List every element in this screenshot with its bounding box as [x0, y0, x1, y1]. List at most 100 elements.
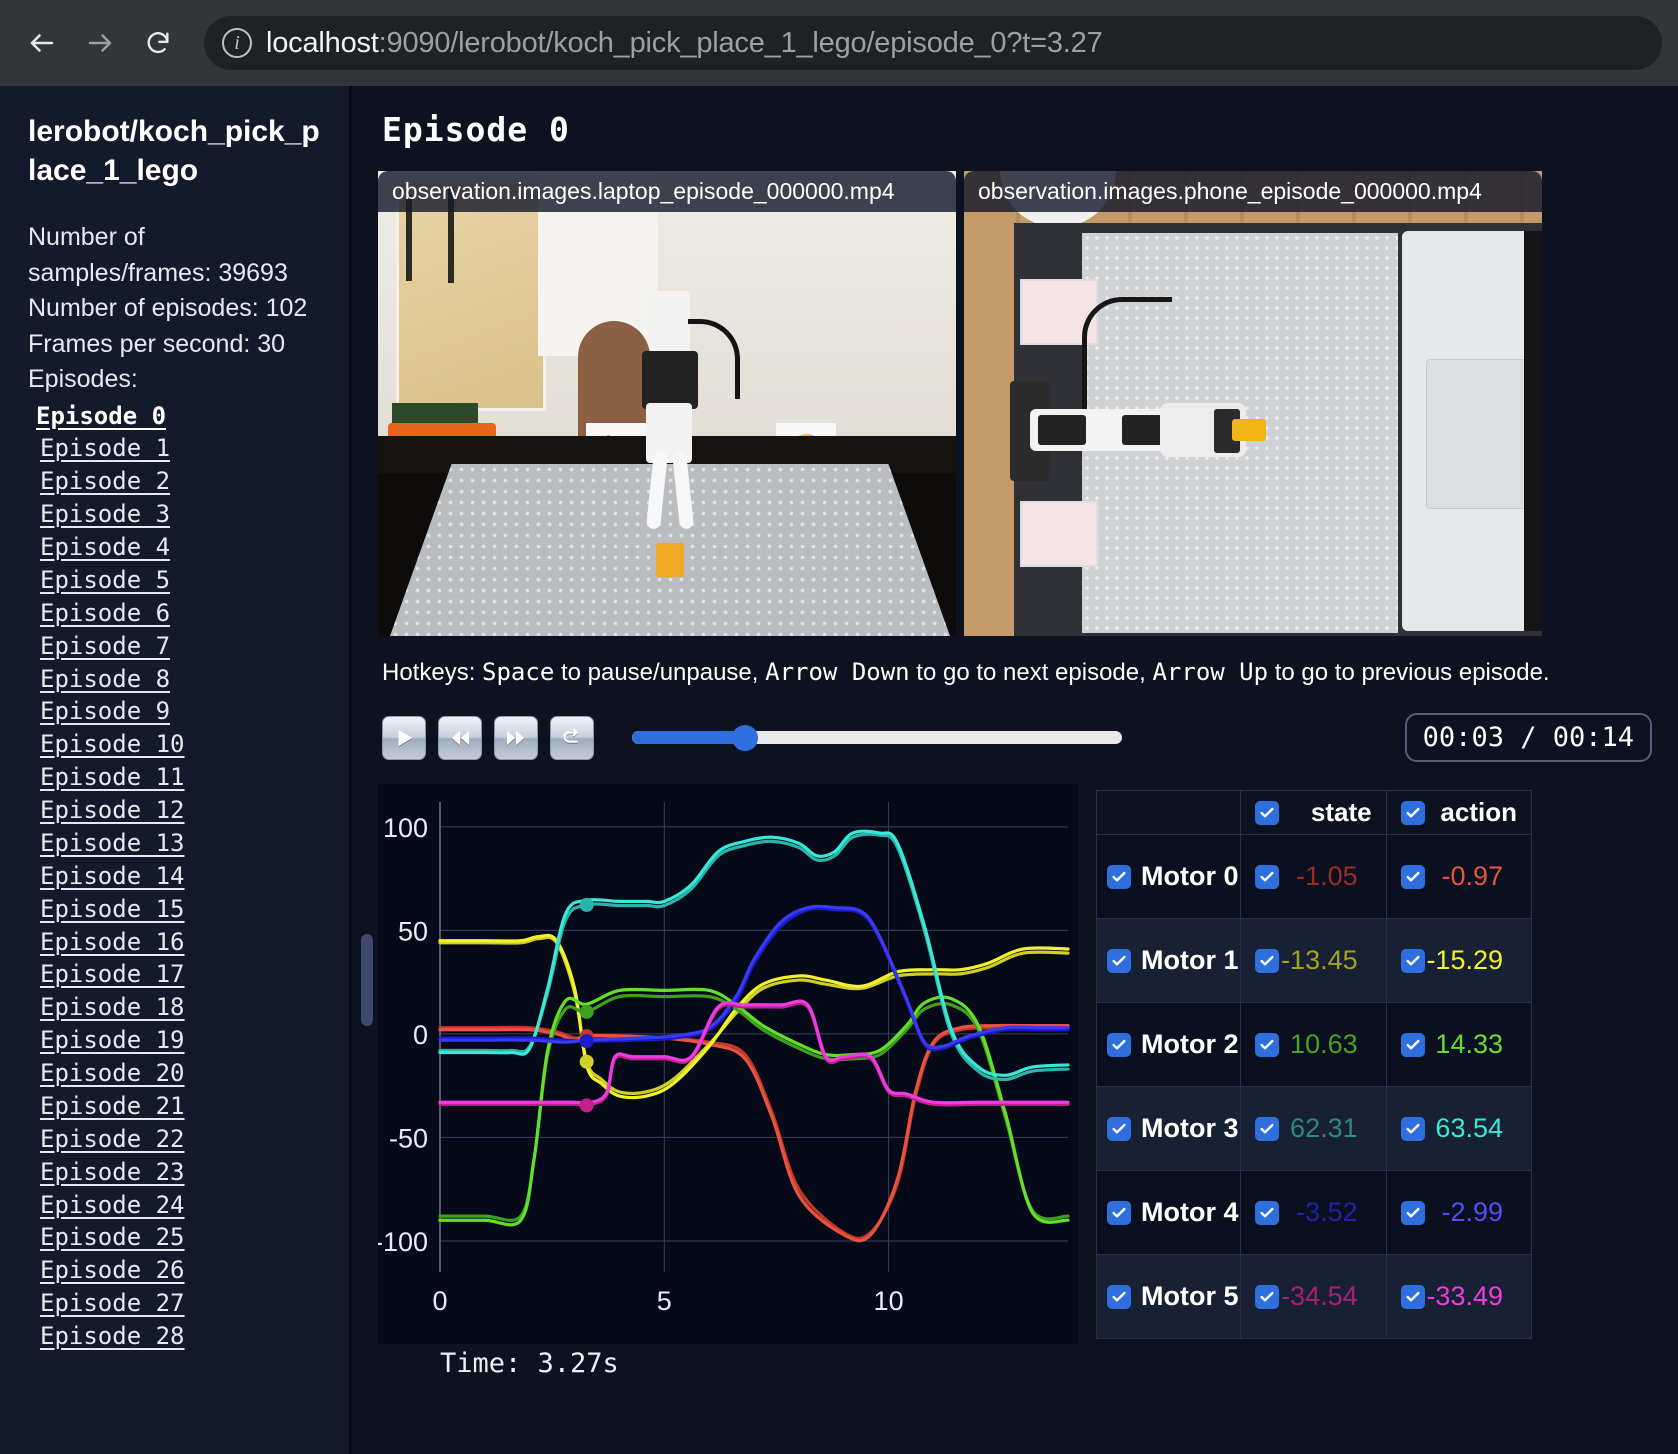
- num-samples-label: Number of samples/frames: 39693: [28, 223, 288, 287]
- loop-icon[interactable]: [550, 715, 594, 760]
- sidebar-item-episode-0[interactable]: Episode 0: [36, 401, 167, 430]
- chart-time-marker: [579, 1054, 594, 1069]
- motor-4-action-checkbox[interactable]: [1400, 1200, 1425, 1225]
- sidebar-item-episode-11[interactable]: Episode 11: [40, 763, 185, 792]
- x-tick-label: 0: [432, 1286, 447, 1316]
- reload-icon[interactable]: [132, 17, 184, 69]
- motor-0-action-checkbox[interactable]: [1400, 864, 1425, 889]
- motor-state-value: 10.63: [1290, 1029, 1358, 1059]
- url-path: :9090/lerobot/koch_pick_place_1_lego/epi…: [378, 26, 1103, 59]
- motor-1-checkbox[interactable]: [1107, 948, 1131, 973]
- motor-1-state-checkbox[interactable]: [1255, 948, 1280, 973]
- sidebar-item-episode-2[interactable]: Episode 2: [40, 467, 171, 496]
- motor-action-cell: -2.99: [1385, 1170, 1533, 1255]
- state-column-checkbox[interactable]: [1255, 800, 1280, 825]
- motor-5-action-checkbox[interactable]: [1400, 1284, 1425, 1309]
- motor-state-value: 62.31: [1290, 1113, 1358, 1143]
- sidebar-item-episode-12[interactable]: Episode 12: [40, 796, 185, 824]
- sidebar-item-episode-18[interactable]: Episode 18: [40, 993, 185, 1022]
- sidebar-item-episode-21[interactable]: Episode 21: [40, 1091, 185, 1120]
- sidebar-item-episode-27[interactable]: Episode 27: [40, 1289, 185, 1318]
- y-tick-label: 0: [413, 1020, 428, 1050]
- sidebar-item-episode-20[interactable]: Episode 20: [40, 1059, 185, 1087]
- video1-decor: [448, 187, 454, 283]
- motor-action-cell: 63.54: [1385, 1086, 1533, 1171]
- timeseries-chart[interactable]: -100 -50 0 50 100 0 5 10 Time: 3.27s: [378, 784, 1078, 1379]
- video-player-phone[interactable]: observation.images.phone_episode_000000.…: [964, 171, 1542, 636]
- state-column-label: state: [1310, 797, 1372, 827]
- sidebar-item-episode-13[interactable]: Episode 13: [40, 828, 185, 857]
- motor-state-cell: -3.52: [1240, 1170, 1387, 1255]
- play-icon[interactable]: [382, 715, 426, 760]
- sidebar-item-episode-1[interactable]: Episode 1: [40, 434, 171, 463]
- motor-2-action-checkbox[interactable]: [1400, 1032, 1425, 1057]
- num-episodes-label: Number of episodes: 102: [28, 294, 308, 322]
- chart-time-marker: [579, 1034, 594, 1049]
- chart-line: [438, 829, 1070, 1077]
- rewind-icon[interactable]: [438, 715, 482, 760]
- header-action: action: [1385, 790, 1533, 835]
- video-label: observation.images.phone_episode_000000.…: [964, 171, 1542, 212]
- motor-4-state-checkbox[interactable]: [1255, 1200, 1280, 1225]
- sidebar-item-episode-9[interactable]: Episode 9: [40, 697, 171, 726]
- motor-action-value: -0.97: [1441, 861, 1503, 891]
- video2-trackpad: [1426, 359, 1530, 509]
- address-bar[interactable]: i localhost:9090/lerobot/koch_pick_place…: [204, 16, 1662, 70]
- motor-4-checkbox[interactable]: [1107, 1200, 1131, 1225]
- table-row: Motor 0 -1.05 -0.97: [1095, 834, 1533, 919]
- table-row: Motor 5 -34.54 -33.49: [1095, 1254, 1533, 1339]
- hotkeys-text-3: to go to previous episode.: [1268, 659, 1550, 686]
- motor-5-checkbox[interactable]: [1107, 1284, 1131, 1309]
- motor-name-cell: Motor 2: [1095, 1002, 1242, 1087]
- sidebar-item-episode-26[interactable]: Episode 26: [40, 1256, 185, 1285]
- sidebar-item-episode-25[interactable]: Episode 25: [40, 1223, 185, 1252]
- motor-0-state-checkbox[interactable]: [1255, 864, 1280, 889]
- x-tick-label: 5: [657, 1286, 672, 1316]
- motor-label: Motor 1: [1141, 945, 1239, 975]
- sidebar-item-episode-5[interactable]: Episode 5: [40, 565, 171, 594]
- sidebar-item-episode-7[interactable]: Episode 7: [40, 631, 171, 660]
- sidebar-item-episode-17[interactable]: Episode 17: [40, 960, 185, 989]
- sidebar-item-episode-23[interactable]: Episode 23: [40, 1157, 185, 1186]
- action-column-checkbox[interactable]: [1400, 800, 1425, 825]
- motor-2-state-checkbox[interactable]: [1255, 1032, 1280, 1057]
- sidebar-item-episode-3[interactable]: Episode 3: [40, 500, 171, 529]
- sidebar-item-episode-6[interactable]: Episode 6: [40, 598, 171, 627]
- video2-keyboard: [1524, 231, 1542, 631]
- sidebar-item-episode-14[interactable]: Episode 14: [40, 861, 185, 890]
- back-arrow-icon[interactable]: [16, 17, 68, 69]
- sidebar-item-episode-24[interactable]: Episode 24: [40, 1190, 185, 1219]
- seek-bar[interactable]: [632, 724, 1122, 751]
- motor-action-value: 63.54: [1435, 1113, 1503, 1143]
- sidebar-item-episode-4[interactable]: Episode 4: [40, 533, 171, 561]
- motor-3-action-checkbox[interactable]: [1400, 1116, 1425, 1141]
- motor-1-action-checkbox[interactable]: [1400, 948, 1425, 973]
- motor-3-state-checkbox[interactable]: [1255, 1116, 1280, 1141]
- motor-2-checkbox[interactable]: [1107, 1032, 1131, 1057]
- fast-forward-icon[interactable]: [494, 715, 538, 760]
- video-player-laptop[interactable]: 🐼 😀 observation.images.laptop_episode_00…: [378, 171, 956, 636]
- sidebar-item-episode-22[interactable]: Episode 22: [40, 1124, 185, 1153]
- forward-arrow-icon[interactable]: [74, 17, 126, 69]
- seek-track[interactable]: [632, 731, 1122, 744]
- y-tick-label: 50: [398, 916, 428, 946]
- sidebar-item-episode-19[interactable]: Episode 19: [40, 1026, 185, 1055]
- motor-table: state action Motor 0 -1.05 -0.97 Motor 1 -13…: [1095, 790, 1533, 1339]
- table-header-row: state action: [1095, 790, 1533, 835]
- seek-thumb[interactable]: [731, 724, 758, 751]
- sidebar-item-episode-28[interactable]: Episode 28: [40, 1322, 185, 1350]
- sidebar-item-episode-8[interactable]: Episode 8: [40, 664, 171, 693]
- motor-3-checkbox[interactable]: [1107, 1116, 1131, 1141]
- hotkeys-text-2: to go to next episode,: [909, 659, 1153, 686]
- dataset-title: lerobot/koch_pick_place_1_lego: [28, 115, 320, 187]
- info-icon[interactable]: i: [222, 28, 252, 58]
- url-text: localhost:9090/lerobot/koch_pick_place_1…: [266, 27, 1103, 60]
- sidebar-resize-handle[interactable]: [361, 934, 373, 1026]
- sidebar-item-episode-10[interactable]: Episode 10: [40, 730, 185, 759]
- motor-action-value: -2.99: [1441, 1197, 1503, 1227]
- motor-5-state-checkbox[interactable]: [1255, 1284, 1280, 1309]
- motor-0-checkbox[interactable]: [1107, 864, 1131, 889]
- sidebar-item-episode-16[interactable]: Episode 16: [40, 927, 185, 956]
- sidebar-item-episode-15[interactable]: Episode 15: [40, 894, 185, 923]
- chart-time-marker: [579, 1004, 594, 1019]
